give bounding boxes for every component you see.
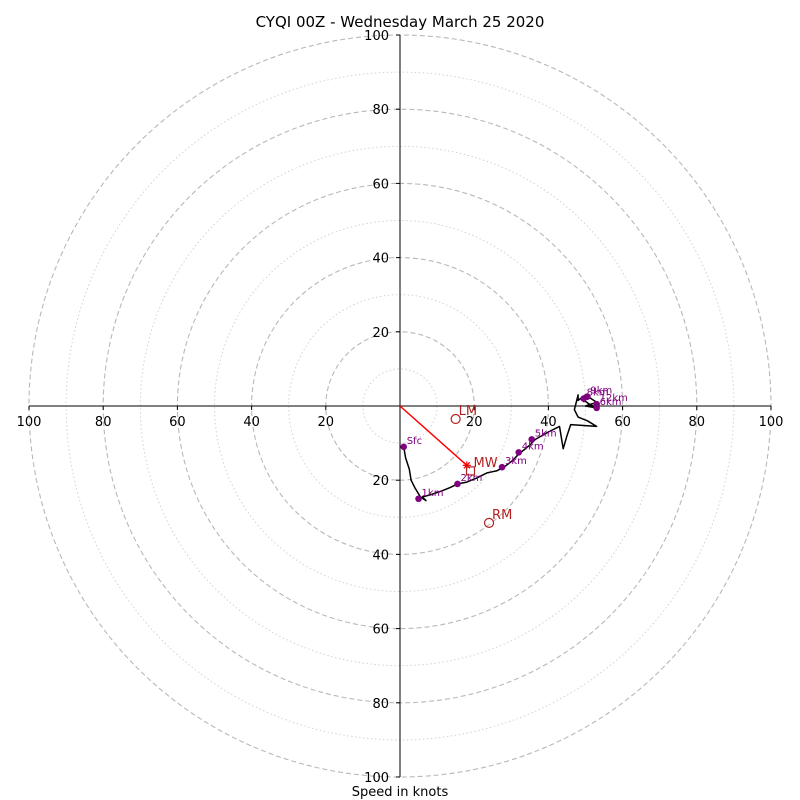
height-label-3km: 3km xyxy=(505,456,527,467)
height-label-4km: 4km xyxy=(522,441,544,452)
y-tick-label: 100 xyxy=(364,29,389,44)
y-tick-label: 100 xyxy=(364,771,389,786)
mean-wind-star xyxy=(462,461,471,470)
height-label-1km: 1km xyxy=(422,488,444,499)
storm-motion: LM MW RM xyxy=(399,404,512,528)
height-marker-5km xyxy=(528,436,536,443)
storm-marker-MW xyxy=(465,466,476,476)
x-tick-label: 20 xyxy=(466,415,483,430)
x-tick-label: 20 xyxy=(318,415,335,430)
height-label-12km: 12km xyxy=(600,393,628,404)
storm-label-LM: LM xyxy=(459,404,477,419)
x-tick-label: 80 xyxy=(95,415,112,430)
height-marker-8km xyxy=(580,395,587,402)
x-tick-label: 100 xyxy=(17,415,42,430)
height-marker-2km xyxy=(454,480,461,488)
y-tick-label: 20 xyxy=(372,474,389,489)
height-label-8km: 8km xyxy=(587,388,609,399)
storm-label-RM: RM xyxy=(492,508,512,523)
height-label-6km: 6km xyxy=(600,397,622,408)
x-tick-label: 40 xyxy=(540,415,557,430)
height-label-9km: 9km xyxy=(590,386,612,397)
height-marker-Sfc xyxy=(400,443,408,451)
y-tick-label: 40 xyxy=(372,548,389,563)
x-tick-label: 40 xyxy=(243,415,260,430)
storm-marker-RM xyxy=(483,517,495,528)
y-tick-label: 20 xyxy=(372,326,389,341)
chart-title: CYQI 00Z - Wednesday March 25 2020 xyxy=(256,13,545,31)
tick-labels: 100 80 60 40 20 20 40 60 80 100 100 80 60 40 20 20 40 60 8… xyxy=(17,29,784,786)
mean-wind-vector xyxy=(399,405,468,466)
height-label-2km: 2km xyxy=(461,473,483,484)
x-axis-label: Speed in knots xyxy=(352,785,449,800)
height-label-5km: 5km xyxy=(535,428,557,439)
height-marker-1km xyxy=(415,495,422,503)
x-tick-label: 60 xyxy=(614,415,631,430)
y-tick-label: 60 xyxy=(372,177,389,192)
y-tick-label: 40 xyxy=(372,252,389,267)
height-marker-3km xyxy=(498,463,506,471)
height-marker-12km xyxy=(593,400,600,408)
x-tick-label: 60 xyxy=(169,415,186,430)
storm-label-MW: MW xyxy=(473,456,497,471)
height-label-Sfc: Sfc xyxy=(407,436,422,447)
y-tick-label: 60 xyxy=(372,623,389,638)
height-marker-4km xyxy=(515,449,523,456)
y-tick-label: 80 xyxy=(372,103,389,118)
storm-marker-LM xyxy=(450,413,461,425)
x-tick-label: 80 xyxy=(689,415,706,430)
x-tick-label: 100 xyxy=(759,415,784,430)
y-tick-label: 80 xyxy=(372,697,389,712)
